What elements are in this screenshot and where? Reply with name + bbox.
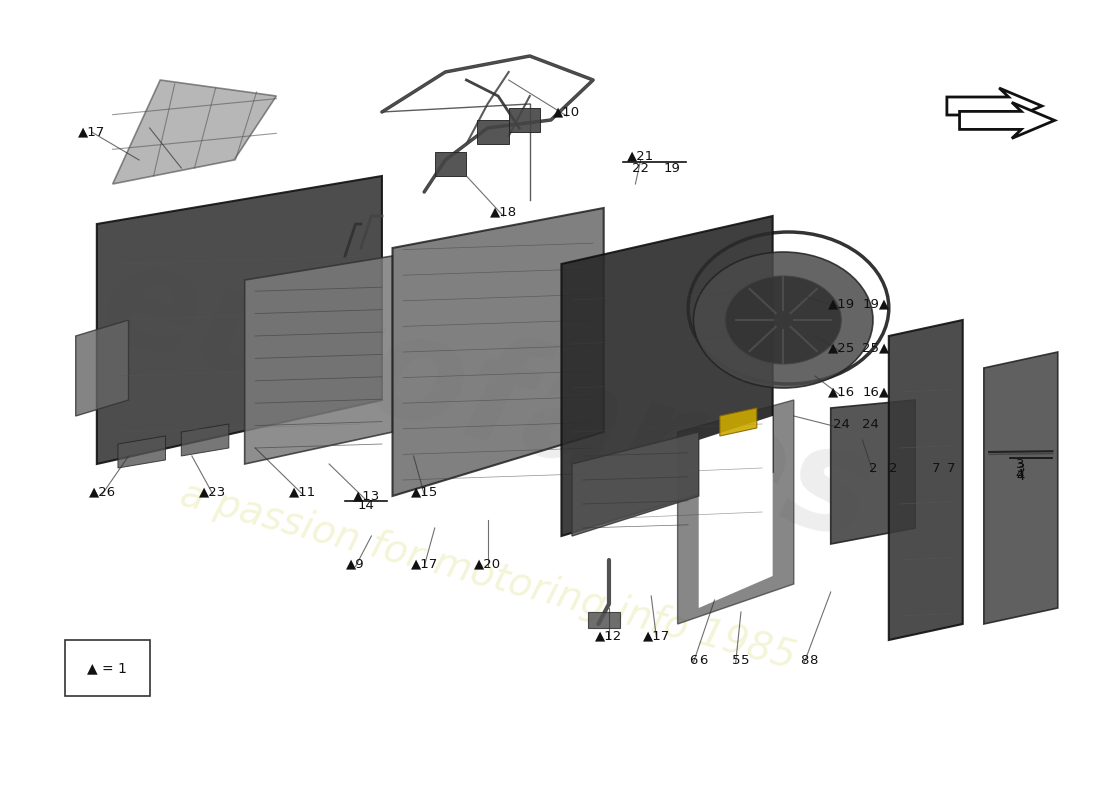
Text: 19: 19 bbox=[664, 162, 681, 174]
Polygon shape bbox=[76, 320, 129, 416]
Text: 6: 6 bbox=[698, 654, 707, 666]
Text: 8: 8 bbox=[800, 654, 808, 666]
Text: 8: 8 bbox=[810, 654, 818, 666]
Polygon shape bbox=[244, 256, 393, 464]
Text: ▲20: ▲20 bbox=[474, 558, 502, 570]
Text: 3: 3 bbox=[1015, 458, 1024, 470]
Text: 7: 7 bbox=[932, 462, 940, 474]
Text: 7: 7 bbox=[947, 462, 956, 474]
Bar bbox=[65, 640, 150, 696]
Text: ▲23: ▲23 bbox=[199, 486, 227, 498]
Text: ▲17: ▲17 bbox=[642, 630, 670, 642]
Text: 6: 6 bbox=[690, 654, 697, 666]
Polygon shape bbox=[118, 436, 165, 468]
Circle shape bbox=[725, 276, 842, 364]
Polygon shape bbox=[889, 320, 962, 640]
Text: 19▲: 19▲ bbox=[862, 298, 890, 310]
Text: ▲11: ▲11 bbox=[289, 486, 317, 498]
Text: ▲21: ▲21 bbox=[627, 150, 654, 162]
Text: 24: 24 bbox=[862, 418, 879, 430]
Text: ▲12: ▲12 bbox=[595, 630, 623, 642]
Polygon shape bbox=[678, 400, 794, 624]
Text: 2: 2 bbox=[869, 462, 877, 474]
Text: ▲18: ▲18 bbox=[490, 206, 517, 218]
Text: 3: 3 bbox=[1016, 462, 1025, 474]
Polygon shape bbox=[508, 108, 540, 132]
Text: ▲9: ▲9 bbox=[346, 558, 365, 570]
Text: 5: 5 bbox=[741, 654, 749, 666]
Polygon shape bbox=[719, 408, 757, 436]
Polygon shape bbox=[434, 152, 466, 176]
Text: ▲16: ▲16 bbox=[827, 386, 855, 398]
Text: 22: 22 bbox=[632, 162, 649, 174]
Polygon shape bbox=[698, 416, 772, 608]
Polygon shape bbox=[97, 176, 382, 464]
Text: ▲19: ▲19 bbox=[827, 298, 855, 310]
Circle shape bbox=[693, 252, 873, 388]
Text: ▲26: ▲26 bbox=[88, 486, 116, 498]
Text: ▲25: ▲25 bbox=[827, 342, 855, 354]
Polygon shape bbox=[182, 424, 229, 456]
Text: ▲ = 1: ▲ = 1 bbox=[88, 661, 128, 675]
Text: 24: 24 bbox=[833, 418, 849, 430]
Polygon shape bbox=[477, 120, 508, 144]
Polygon shape bbox=[959, 102, 1055, 138]
Text: ▲10: ▲10 bbox=[553, 106, 581, 118]
Text: ▲17: ▲17 bbox=[78, 126, 106, 138]
Text: a passion for motoring info 1985: a passion for motoring info 1985 bbox=[176, 475, 800, 677]
Text: 14: 14 bbox=[358, 499, 374, 512]
Text: 2: 2 bbox=[889, 462, 898, 474]
Polygon shape bbox=[983, 352, 1058, 624]
Polygon shape bbox=[587, 612, 619, 628]
Text: ▲17: ▲17 bbox=[410, 558, 438, 570]
Text: 5: 5 bbox=[732, 654, 740, 666]
Text: 4: 4 bbox=[1016, 470, 1025, 482]
Text: 16▲: 16▲ bbox=[862, 386, 890, 398]
Polygon shape bbox=[572, 432, 698, 536]
Text: ▲13: ▲13 bbox=[352, 490, 379, 502]
Text: ▲15: ▲15 bbox=[410, 486, 438, 498]
Text: 25▲: 25▲ bbox=[862, 342, 890, 354]
Polygon shape bbox=[830, 400, 915, 544]
Polygon shape bbox=[947, 88, 1042, 124]
Text: eurofares: eurofares bbox=[86, 229, 890, 571]
Polygon shape bbox=[561, 216, 772, 536]
Polygon shape bbox=[393, 208, 604, 496]
Text: 4: 4 bbox=[1015, 468, 1024, 481]
Polygon shape bbox=[112, 80, 276, 184]
